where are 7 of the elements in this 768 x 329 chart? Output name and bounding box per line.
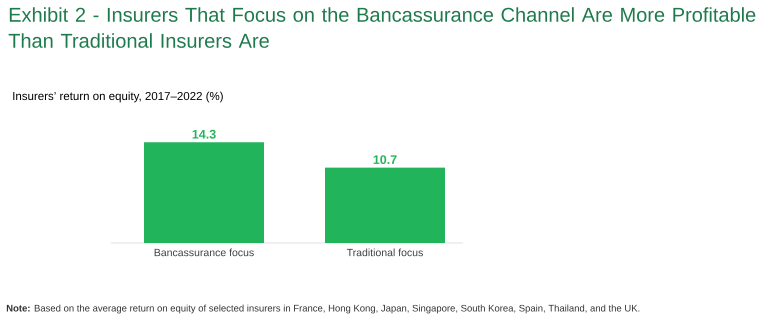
text: Note: Based on the average return on equity of selected insurers in France, Hong Kong, Japan, Singapore, South Korea, Spain, Thailand, and the UK. — [6, 304, 640, 314]
chart-subtitle: Insurers’ return on equity, 2017–2022 (%) — [13, 92, 223, 102]
data-label: 14.3 — [192, 130, 216, 139]
chart-title: Exhibit 2 - Insurers That Focus on the Bancassurance Channel Are More Profitable Than Traditional Insurers Are — [8, 7, 756, 48]
x-tick-label: Traditional focus — [346, 248, 423, 256]
x-tick-label: Bancassurance focus — [154, 248, 254, 256]
data-label: 10.7 — [374, 155, 397, 164]
